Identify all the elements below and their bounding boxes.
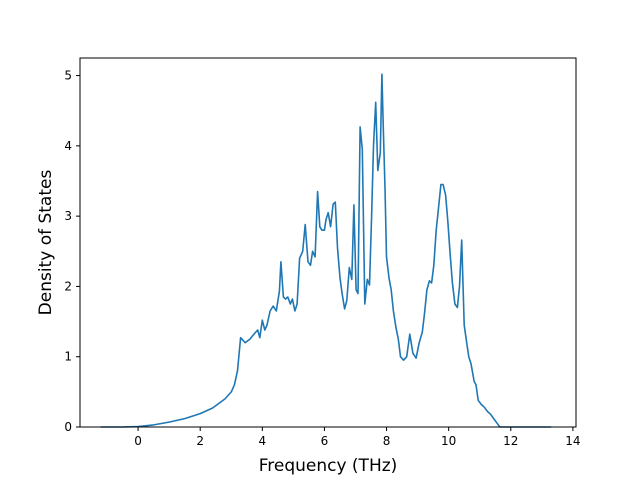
- y-axis-label: Density of States: [36, 170, 56, 316]
- x-tick-label: 2: [196, 434, 204, 448]
- series-line-0: [100, 73, 552, 428]
- x-tick-label: 12: [503, 434, 518, 448]
- y-tick-label: 2: [64, 279, 72, 293]
- x-tick-label: 8: [383, 434, 391, 448]
- x-tick-label: 4: [258, 434, 266, 448]
- x-tick-label: 14: [565, 434, 580, 448]
- plot-layer: [100, 73, 552, 428]
- axes-frame: [79, 57, 577, 428]
- x-tick-label: 6: [321, 434, 329, 448]
- y-tick-label: 5: [64, 69, 72, 83]
- y-tick-label: 3: [64, 209, 72, 223]
- y-tick-label: 0: [64, 420, 72, 434]
- x-tick-label: 0: [134, 434, 142, 448]
- x-tick-label: 10: [441, 434, 456, 448]
- x-axis-label: Frequency (THz): [259, 456, 398, 476]
- y-tick-label: 4: [64, 139, 72, 153]
- y-tick-label: 1: [64, 350, 72, 364]
